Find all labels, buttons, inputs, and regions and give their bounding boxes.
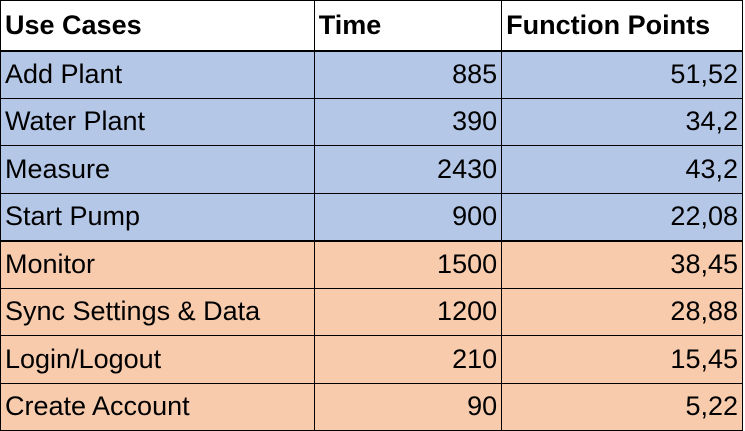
- table-row: Add Plant 885 51,52: [0, 50, 743, 99]
- cell-use-case[interactable]: Start Pump: [0, 192, 315, 241]
- cell-time[interactable]: 390: [313, 97, 503, 146]
- cell-function-points[interactable]: 43,2: [501, 145, 743, 194]
- cell-function-points[interactable]: 38,45: [501, 239, 743, 289]
- table-row: Create Account 90 5,22: [0, 382, 743, 431]
- table-row: Login/Logout 210 15,45: [0, 335, 743, 384]
- cell-use-case[interactable]: Create Account: [0, 382, 315, 431]
- cell-use-case[interactable]: Login/Logout: [0, 335, 315, 384]
- cell-time[interactable]: 1500: [313, 239, 503, 289]
- cell-use-case[interactable]: Measure: [0, 145, 315, 194]
- cell-use-case[interactable]: Add Plant: [0, 50, 315, 99]
- cell-function-points[interactable]: 15,45: [501, 335, 743, 384]
- cell-function-points[interactable]: 51,52: [501, 50, 743, 99]
- cell-function-points[interactable]: 28,88: [501, 287, 743, 336]
- table-row: Start Pump 900 22,08: [0, 192, 743, 241]
- table-row: Measure 2430 43,2: [0, 145, 743, 194]
- table-row: Sync Settings & Data 1200 28,88: [0, 287, 743, 336]
- table-row: Water Plant 390 34,2: [0, 97, 743, 146]
- cell-time[interactable]: 210: [313, 335, 503, 384]
- cell-function-points[interactable]: 22,08: [501, 192, 743, 241]
- cell-use-case[interactable]: Monitor: [0, 239, 315, 289]
- cell-use-case[interactable]: Water Plant: [0, 97, 315, 146]
- cell-time[interactable]: 1200: [313, 287, 503, 336]
- header-use-cases[interactable]: Use Cases: [0, 0, 315, 52]
- cell-use-case[interactable]: Sync Settings & Data: [0, 287, 315, 336]
- cell-time[interactable]: 885: [313, 50, 503, 99]
- cell-time[interactable]: 2430: [313, 145, 503, 194]
- header-row: Use Cases Time Function Points: [0, 0, 743, 52]
- table-row: Monitor 1500 38,45: [0, 239, 743, 289]
- cell-time[interactable]: 90: [313, 382, 503, 431]
- header-time[interactable]: Time: [313, 0, 503, 52]
- cell-function-points[interactable]: 5,22: [501, 382, 743, 431]
- cell-time[interactable]: 900: [313, 192, 503, 241]
- header-function-points[interactable]: Function Points: [501, 0, 743, 52]
- cell-function-points[interactable]: 34,2: [501, 97, 743, 146]
